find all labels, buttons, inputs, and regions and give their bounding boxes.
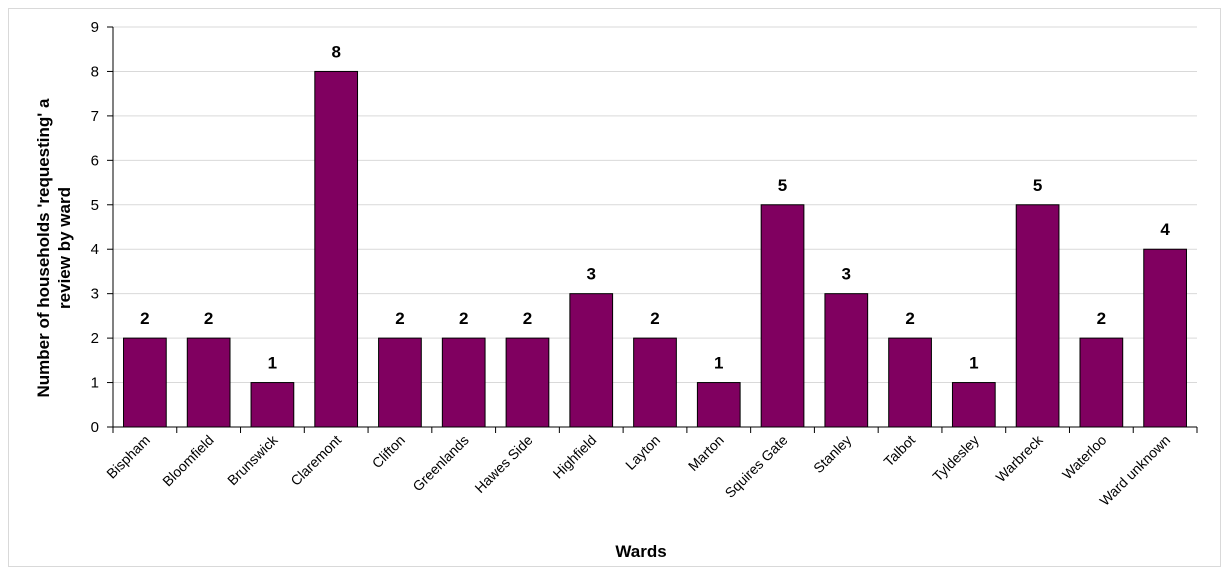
bar-layton bbox=[633, 337, 677, 428]
x-tick-label: Claremont bbox=[287, 432, 344, 489]
x-tick-label: Brunswick bbox=[224, 431, 281, 488]
data-label: 1 bbox=[268, 354, 277, 373]
y-tick-label: 0 bbox=[91, 419, 99, 436]
chart-frame bbox=[8, 8, 1221, 567]
y-axis-title-line-2: review by ward bbox=[55, 187, 74, 309]
y-tick-label: 1 bbox=[91, 375, 99, 392]
x-tick-labels: Bispham Bloomfield Brunswick Claremont Clift… bbox=[103, 431, 1173, 509]
bar-clifton bbox=[378, 337, 422, 428]
data-label: 2 bbox=[523, 309, 532, 328]
x-tick-label: Bispham bbox=[103, 432, 153, 482]
y-axis-title-line-1: Number of households 'requesting' a bbox=[34, 98, 53, 398]
data-label: 3 bbox=[587, 265, 596, 284]
bar-stanley bbox=[824, 293, 869, 428]
bar-ward-unknown bbox=[1143, 248, 1187, 428]
x-axis-title: Wards bbox=[615, 542, 666, 561]
bar-warbreck bbox=[1015, 204, 1060, 428]
y-tick-labels: 0 1 2 3 4 5 6 7 8 9 bbox=[91, 19, 99, 436]
data-label: 2 bbox=[395, 309, 404, 328]
x-tick-label: Stanley bbox=[810, 432, 854, 476]
x-tick-label: Bloomfield bbox=[159, 432, 217, 490]
y-tick-label: 2 bbox=[91, 330, 99, 347]
x-tick-label: Clifton bbox=[369, 432, 408, 471]
data-labels: 2 2 1 8 2 2 2 3 2 1 5 3 2 1 5 2 4 bbox=[140, 42, 1170, 372]
data-label: 2 bbox=[1097, 309, 1106, 328]
x-tick-label: Greenlands bbox=[409, 432, 472, 495]
y-tick-label: 5 bbox=[91, 197, 99, 214]
y-tick-label: 8 bbox=[91, 63, 99, 80]
bars bbox=[123, 70, 1187, 428]
data-label: 3 bbox=[842, 265, 851, 284]
y-tick-label: 9 bbox=[91, 19, 99, 36]
data-label: 2 bbox=[650, 309, 659, 328]
x-tick-label: Hawes Side bbox=[471, 432, 535, 496]
data-label: 1 bbox=[969, 354, 978, 373]
bar-marton bbox=[696, 382, 741, 428]
bar-brunswick bbox=[250, 382, 295, 428]
x-tick-label: Layton bbox=[622, 432, 663, 473]
y-axis-title: Number of households 'requesting' a revi… bbox=[34, 98, 74, 398]
data-label: 8 bbox=[331, 42, 340, 61]
x-tick-label: Waterloo bbox=[1059, 432, 1110, 483]
x-tick-label: Talbot bbox=[880, 432, 918, 470]
bar-tyldesley bbox=[951, 382, 996, 428]
data-label: 1 bbox=[714, 354, 723, 373]
data-label: 5 bbox=[1033, 176, 1042, 195]
y-tick-label: 3 bbox=[91, 286, 99, 303]
bar-claremont bbox=[314, 70, 359, 428]
data-label: 2 bbox=[905, 309, 914, 328]
data-label: 2 bbox=[140, 309, 149, 328]
x-tick-label: Warbreck bbox=[992, 431, 1046, 485]
bar-highfield bbox=[569, 293, 614, 428]
bar-bispham bbox=[123, 337, 167, 428]
x-tick-label: Highfield bbox=[550, 432, 600, 482]
y-tick-label: 7 bbox=[91, 108, 99, 125]
bar-greenlands bbox=[441, 337, 486, 428]
bar-waterloo bbox=[1079, 337, 1124, 428]
x-tick-label: Squires Gate bbox=[722, 432, 791, 501]
data-label: 2 bbox=[459, 309, 468, 328]
data-label: 4 bbox=[1160, 220, 1170, 239]
axes bbox=[107, 26, 1198, 433]
bar-hawes-side bbox=[505, 337, 550, 428]
data-label: 5 bbox=[778, 176, 787, 195]
x-tick-label: Tyldesley bbox=[929, 432, 982, 485]
bar-talbot bbox=[888, 337, 932, 428]
bar-squires-gate bbox=[760, 204, 805, 428]
y-tick-label: 4 bbox=[91, 241, 99, 258]
y-tick-label: 6 bbox=[91, 152, 99, 169]
data-label: 2 bbox=[204, 309, 213, 328]
x-tick-label: Marton bbox=[685, 432, 727, 474]
bar-bloomfield bbox=[186, 337, 231, 428]
